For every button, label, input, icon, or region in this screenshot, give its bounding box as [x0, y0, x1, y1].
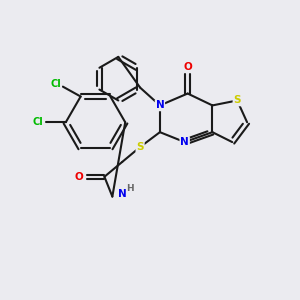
Text: O: O: [183, 62, 192, 72]
Text: S: S: [233, 95, 241, 106]
Text: Cl: Cl: [33, 117, 44, 127]
Text: N: N: [180, 137, 189, 147]
Text: S: S: [136, 142, 144, 152]
Text: O: O: [74, 172, 83, 182]
Text: Cl: Cl: [50, 79, 61, 88]
Text: H: H: [126, 184, 134, 193]
Text: N: N: [155, 100, 164, 110]
Text: N: N: [118, 189, 127, 199]
